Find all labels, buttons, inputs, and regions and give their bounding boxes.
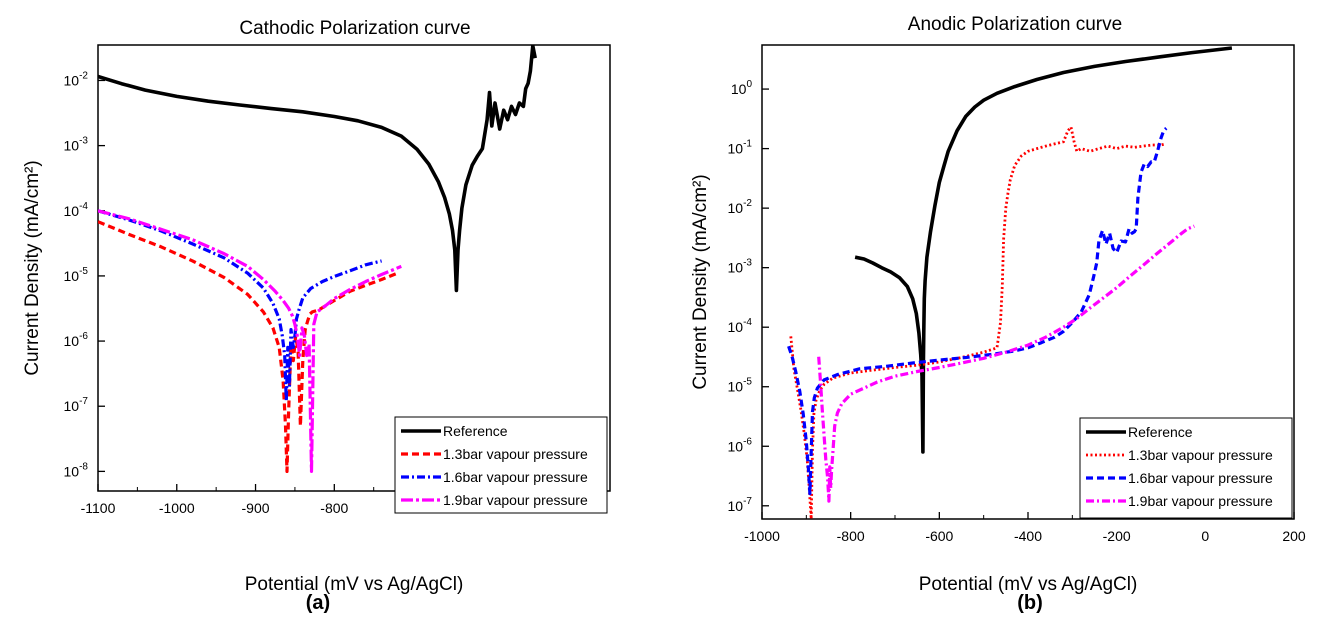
x-tick-label: -1000 <box>744 528 780 544</box>
legend: Reference 1.3bar vapour pressure 1.6bar va… <box>1079 417 1293 519</box>
x-tick-label: -200 <box>1103 528 1131 544</box>
x-tick-label: -400 <box>1014 528 1042 544</box>
x-tick-label: -800 <box>320 500 348 516</box>
y-tick-label: 10-2 <box>64 70 89 88</box>
y-tick-label: 10-3 <box>64 136 89 154</box>
panel-label: (a) <box>306 592 330 614</box>
x-tick-label: -1000 <box>159 500 195 516</box>
x-tick-label: 0 <box>1201 528 1209 544</box>
y-tick-label: 10-3 <box>728 258 753 276</box>
y-tick-label: 10-6 <box>728 436 753 454</box>
y-tick-label: 10-5 <box>728 377 753 395</box>
y-tick-label: 10-4 <box>728 317 753 335</box>
y-tick-label: 10-6 <box>64 331 89 349</box>
cathodic-chart: Cathodic Polarization curve -1100 -1000 -9… <box>22 18 611 614</box>
x-axis-label: Potential (mV vs Ag/AgCl) <box>245 574 464 595</box>
y-tick-label: 100 <box>731 79 753 97</box>
series-line-2 <box>789 125 1166 519</box>
legend-entry: Reference <box>443 423 508 439</box>
panel-label: (b) <box>1017 592 1043 614</box>
anodic-chart: Anodic Polarization curve -1000 -800 -600 -… <box>690 14 1306 614</box>
legend-entry: 1.6bar vapour pressure <box>443 469 588 485</box>
y-tick-label: 10-1 <box>728 139 753 157</box>
x-tick-label: 200 <box>1282 528 1306 544</box>
y-tick-label: 10-4 <box>64 201 89 219</box>
legend: Reference 1.3bar vapour pressure 1.6bar va… <box>394 416 608 514</box>
y-tick-label: 10-5 <box>64 266 89 284</box>
legend-entry: Reference <box>1128 424 1193 440</box>
series-line-3 <box>98 209 382 403</box>
y-tick-label: 10-7 <box>64 396 89 414</box>
legend-entry: 1.3bar vapour pressure <box>1128 447 1273 463</box>
y-tick-label: 10-2 <box>728 198 753 216</box>
x-axis-label: Potential (mV vs Ag/AgCl) <box>919 574 1138 595</box>
y-axis-label: Current Density (mA/cm²) <box>22 160 43 375</box>
legend-entry: 1.6bar vapour pressure <box>1128 470 1273 486</box>
chart-title: Anodic Polarization curve <box>908 14 1122 35</box>
y-tick-label: 10-8 <box>64 461 89 479</box>
legend-entry: 1.3bar vapour pressure <box>443 446 588 462</box>
chart-title: Cathodic Polarization curve <box>239 18 470 39</box>
series-line-4 <box>98 209 402 473</box>
x-tick-label: -600 <box>925 528 953 544</box>
series-line-1 <box>98 45 537 293</box>
legend-entry: 1.9bar vapour pressure <box>443 492 588 508</box>
x-tick-label: -800 <box>837 528 865 544</box>
legend-entry: 1.9bar vapour pressure <box>1128 493 1273 509</box>
y-axis-label: Current Density (mA/cm²) <box>690 174 711 389</box>
series-line-4 <box>817 224 1195 503</box>
y-tick-label: 10-7 <box>728 496 753 514</box>
x-tick-label: -1100 <box>81 500 116 516</box>
series-line-1 <box>854 46 1233 454</box>
plot-frame <box>97 44 611 492</box>
series-line-2 <box>98 220 398 473</box>
x-tick-label: -900 <box>242 500 270 516</box>
